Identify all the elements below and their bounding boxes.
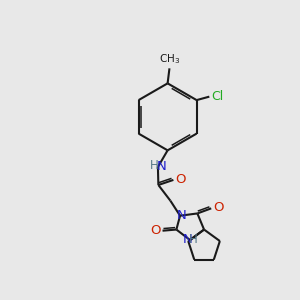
Text: Cl: Cl xyxy=(211,90,224,103)
Text: H: H xyxy=(150,159,159,172)
Text: O: O xyxy=(176,173,186,186)
Text: CH$_3$: CH$_3$ xyxy=(159,52,181,66)
Text: N: N xyxy=(157,160,166,173)
Text: O: O xyxy=(150,224,160,237)
Text: O: O xyxy=(213,201,224,214)
Text: N: N xyxy=(177,209,187,222)
Text: N: N xyxy=(183,233,192,246)
Text: H: H xyxy=(189,233,198,246)
